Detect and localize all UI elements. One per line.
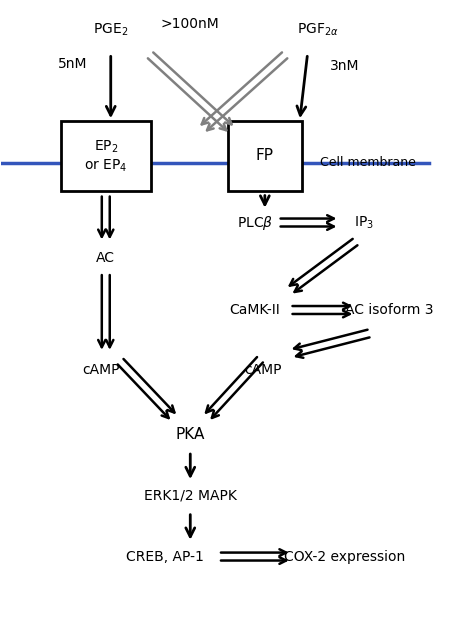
Bar [228,121,302,191]
Text: PKA: PKA [175,427,205,442]
Text: FP: FP [256,148,274,163]
Text: AC: AC [96,252,115,265]
Text: 5nM: 5nM [58,58,88,71]
Text: PGF$_{2\alpha}$: PGF$_{2\alpha}$ [297,22,338,38]
Text: CaMK-II: CaMK-II [229,303,280,317]
Text: Cell membrane: Cell membrane [319,156,415,170]
Text: cAMP: cAMP [244,363,282,377]
Text: COX-2 expression: COX-2 expression [284,550,405,563]
Text: IP$_3$: IP$_3$ [354,214,374,231]
Text: cAMP: cAMP [82,363,119,377]
Text: PLC$\beta$: PLC$\beta$ [237,214,273,232]
Text: >100nM: >100nM [161,17,219,30]
Text: EP$_2$
or EP$_4$: EP$_2$ or EP$_4$ [84,138,128,173]
Text: ERK1/2 MAPK: ERK1/2 MAPK [144,489,237,503]
Text: CREB, AP-1: CREB, AP-1 [127,550,204,563]
Text: AC isoform 3: AC isoform 3 [345,303,433,317]
Text: PGE$_2$: PGE$_2$ [93,22,128,38]
Bar [61,121,151,191]
Text: 3nM: 3nM [329,60,359,73]
